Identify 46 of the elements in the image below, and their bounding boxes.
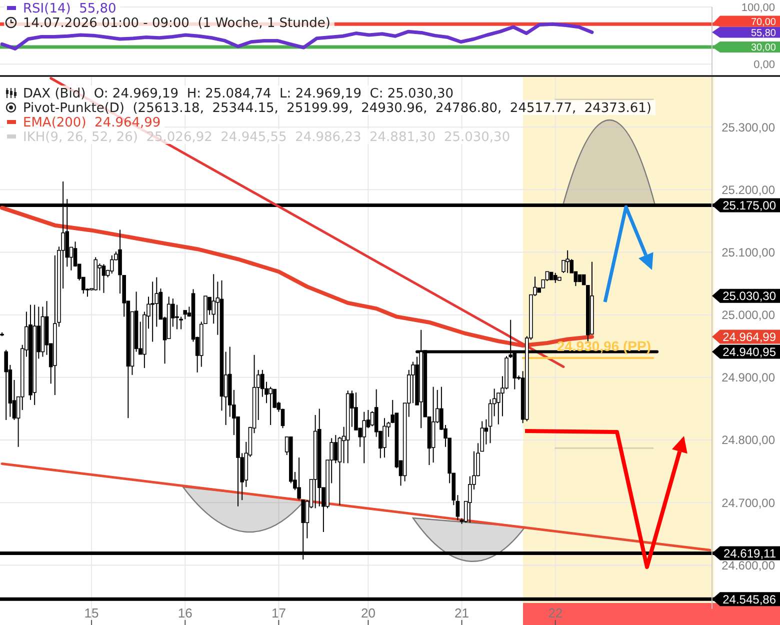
y-tick-label: 25.200,00 — [722, 182, 776, 197]
candlestick — [98, 263, 102, 291]
x-tick-label: 22 — [548, 606, 563, 621]
candlestick — [582, 274, 586, 286]
ref-line-label: 25.175,00 — [722, 198, 776, 213]
candlestick — [4, 349, 8, 420]
ref-line-label: 70,00 — [750, 16, 776, 28]
candlestick — [566, 250, 570, 274]
x-tick-label: 15 — [84, 606, 99, 621]
y-tick-label: 25.000,00 — [722, 308, 776, 322]
candlestick — [382, 418, 386, 458]
annotation: DAX (Bid) O: 24.969,19 H: 25.084,74 L: 24.969,19 C: 25.030,30 — [23, 86, 454, 102]
candlestick — [102, 264, 106, 294]
candlestick — [362, 411, 366, 464]
y-tick-label: 24.940,95 — [722, 344, 776, 359]
ref-line-label: 24.545,86 — [722, 592, 776, 606]
y-tick-label: 25.030,30 — [722, 289, 776, 304]
x-tick-label: 20 — [360, 606, 376, 621]
y-tick-label: 100,00 — [741, 2, 775, 14]
candlestick — [150, 281, 154, 342]
y-tick-label: 55,80 — [750, 28, 776, 39]
candlestick — [338, 436, 342, 506]
candlestick — [175, 304, 179, 330]
candlestick — [268, 386, 272, 426]
candlestick — [553, 272, 558, 284]
legend-label: RSI(14) 55,80 — [23, 2, 116, 17]
ref-line-label: 24.619,11 — [724, 546, 776, 560]
y-tick-label: 24.964,99 — [722, 330, 776, 344]
x-tick-label: 21 — [454, 606, 470, 621]
y-tick-label: 24.700,00 — [722, 496, 776, 510]
candlestick — [334, 434, 338, 464]
y-tick-label: 24.800,00 — [722, 433, 776, 448]
candlestick — [488, 398, 492, 444]
y-tick-label: 24.900,00 — [722, 370, 776, 385]
x-tick-label: 16 — [178, 606, 192, 621]
y-tick-label: 24.600,00 — [722, 558, 776, 572]
candlestick — [110, 254, 114, 274]
legend-label: EMA(200) 24.964,99 — [23, 116, 161, 131]
x-tick-label: 17 — [271, 606, 286, 621]
data-label: 24.930,96 (PP) — [556, 338, 652, 354]
y-tick-label: 25.100,00 — [722, 245, 776, 260]
annotation: 14.07.2026 01:00 - 09:00 (1 Woche, 1 Stunde) — [23, 16, 330, 32]
annotation: Pivot-Punkte(D) (25613.18, 25344.15, 25199.99, 24930.96, 24786.80, 24517.77, 24373.61) — [23, 101, 652, 116]
y-tick-label: 0,00 — [754, 58, 775, 71]
ref-line-label: 30,00 — [750, 42, 776, 54]
y-tick-label: 25.300,00 — [722, 120, 776, 134]
